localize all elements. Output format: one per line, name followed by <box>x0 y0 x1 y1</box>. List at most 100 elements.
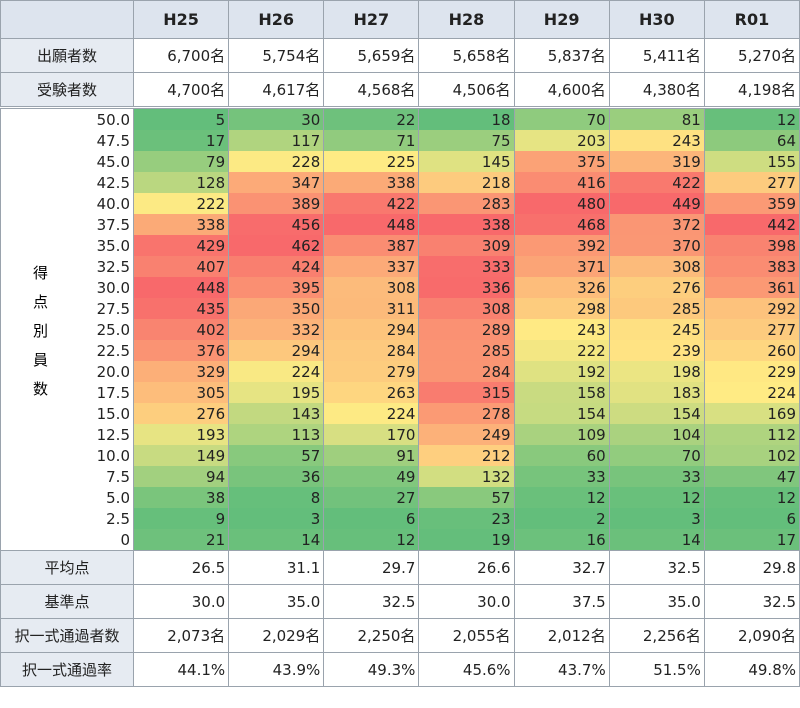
cell: 4,506名 <box>418 72 515 109</box>
count-cell: 372 <box>608 214 705 235</box>
heat-row: 37.5 338 456 448 338 468 372 442 <box>0 214 800 235</box>
score-label: 35.0 <box>96 236 130 255</box>
count-cell: 285 <box>418 340 515 361</box>
cell: 5,837名 <box>513 38 610 73</box>
count-cell: 16 <box>513 529 610 551</box>
count-cell: 8 <box>228 487 325 508</box>
score-cell: 42.5 <box>0 172 134 193</box>
count-cell: 245 <box>608 319 705 340</box>
count-cell: 228 <box>228 151 325 172</box>
count-cell: 359 <box>703 193 800 214</box>
score-label: 27.5 <box>96 299 130 318</box>
count-cell: 91 <box>323 445 420 466</box>
count-cell: 260 <box>703 340 800 361</box>
cell: 4,568名 <box>323 72 420 109</box>
count-cell: 338 <box>418 214 515 235</box>
count-cell: 145 <box>418 151 515 172</box>
score-label: 2.5 <box>106 509 130 528</box>
count-cell: 169 <box>703 403 800 424</box>
count-cell: 283 <box>418 193 515 214</box>
score-cell: 2.5 <box>0 508 134 529</box>
count-cell: 12 <box>513 487 610 508</box>
count-cell: 347 <box>228 172 325 193</box>
count-cell: 285 <box>608 298 705 319</box>
score-cell: 40.0 <box>0 193 134 214</box>
count-cell: 183 <box>608 382 705 403</box>
score-cell: 27.5 <box>0 298 134 319</box>
heat-row: 15.0 276 143 224 278 154 154 169 <box>0 403 800 424</box>
score-cell: 32.5 <box>0 256 134 277</box>
heat-row: 12.5 193 113 170 249 109 104 112 <box>0 424 800 445</box>
count-cell: 389 <box>228 193 325 214</box>
cell: 26.6 <box>418 550 515 585</box>
heatmap-label: 得点別員数 <box>31 265 49 410</box>
score-cell: 10.0 <box>0 445 134 466</box>
count-cell: 14 <box>228 529 325 551</box>
heat-row: 35.0 429 462 387 309 392 370 398 <box>0 235 800 256</box>
count-cell: 12 <box>608 487 705 508</box>
score-label: 20.0 <box>96 362 130 381</box>
score-cell: 12.5 <box>0 424 134 445</box>
count-cell: 277 <box>703 172 800 193</box>
count-cell: 224 <box>228 361 325 382</box>
cell: 4,617名 <box>228 72 325 109</box>
score-cell: 35.0 <box>0 235 134 256</box>
count-cell: 224 <box>323 403 420 424</box>
count-cell: 225 <box>323 151 420 172</box>
count-cell: 308 <box>608 256 705 277</box>
year-header: H30 <box>608 0 705 39</box>
score-label: 15.0 <box>96 404 130 423</box>
count-cell: 3 <box>608 508 705 529</box>
count-cell: 57 <box>228 445 325 466</box>
row: 平均点 26.5 31.1 29.7 26.6 32.7 32.5 29.8 <box>0 550 800 585</box>
score-cell: 17.5 <box>0 382 134 403</box>
count-cell: 71 <box>323 130 420 151</box>
cell: 5,411名 <box>608 38 705 73</box>
count-cell: 383 <box>703 256 800 277</box>
row-label: 出願者数 <box>0 38 134 73</box>
heat-row: 5.0 38 8 27 57 12 12 12 <box>0 487 800 508</box>
score-label: 45.0 <box>96 152 130 171</box>
count-cell: 462 <box>228 235 325 256</box>
cell: 4,700名 <box>132 72 230 109</box>
row-label: 平均点 <box>0 550 134 585</box>
count-cell: 75 <box>418 130 515 151</box>
score-cell: 20.0 <box>0 361 134 382</box>
count-cell: 402 <box>132 319 230 340</box>
count-cell: 376 <box>132 340 230 361</box>
cell: 51.5% <box>608 652 705 687</box>
count-cell: 117 <box>228 130 325 151</box>
count-cell: 222 <box>513 340 610 361</box>
score-cell: 45.0 <box>0 151 134 172</box>
count-cell: 12 <box>703 107 800 130</box>
count-cell: 12 <box>703 487 800 508</box>
cell: 45.6% <box>418 652 515 687</box>
cell: 2,055名 <box>418 618 515 653</box>
row: 択一式通過者数 2,073名 2,029名 2,250名 2,055名 2,012名 2,2… <box>0 618 800 653</box>
count-cell: 27 <box>323 487 420 508</box>
count-cell: 276 <box>132 403 230 424</box>
count-cell: 17 <box>132 130 230 151</box>
count-cell: 2 <box>513 508 610 529</box>
row: 基準点 30.0 35.0 32.5 30.0 37.5 35.0 32.5 <box>0 584 800 619</box>
count-cell: 480 <box>513 193 610 214</box>
count-cell: 448 <box>323 214 420 235</box>
count-cell: 57 <box>418 487 515 508</box>
heat-row: 50.0 5 30 22 18 70 81 12 <box>0 107 800 130</box>
count-cell: 60 <box>513 445 610 466</box>
score-label: 47.5 <box>96 131 130 150</box>
cell: 30.0 <box>418 584 515 619</box>
cell: 4,198名 <box>703 72 800 109</box>
count-cell: 308 <box>418 298 515 319</box>
cell: 6,700名 <box>132 38 230 73</box>
cell: 35.0 <box>228 584 325 619</box>
cell: 5,270名 <box>703 38 800 73</box>
count-cell: 30 <box>228 107 325 130</box>
count-cell: 128 <box>132 172 230 193</box>
count-cell: 284 <box>418 361 515 382</box>
count-cell: 149 <box>132 445 230 466</box>
count-cell: 21 <box>132 529 230 551</box>
count-cell: 70 <box>513 107 610 130</box>
count-cell: 424 <box>228 256 325 277</box>
